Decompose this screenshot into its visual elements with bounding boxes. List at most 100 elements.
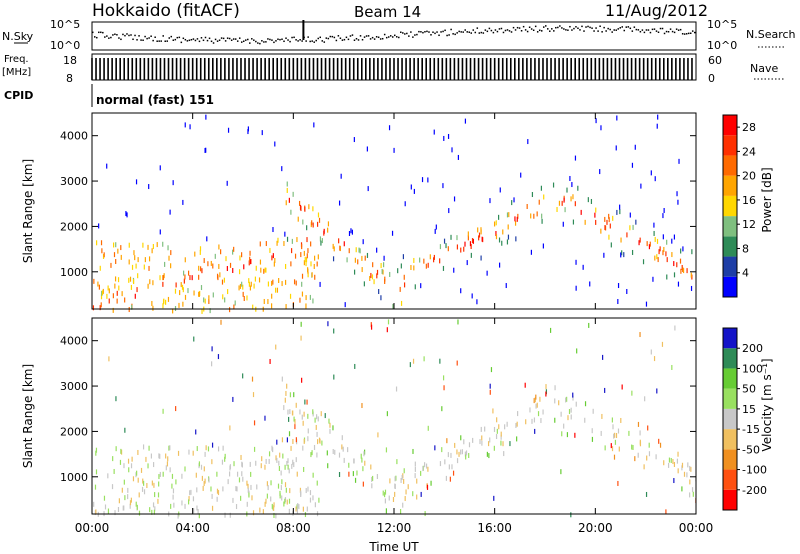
noise-point (138, 35, 140, 37)
noise-point (333, 36, 336, 39)
rti-cell (549, 327, 552, 333)
rti-cell (301, 377, 303, 383)
noise-tick-low: 10^0 (50, 39, 80, 52)
rti-cell (333, 374, 335, 380)
rti-cell (129, 500, 132, 506)
noise-point (305, 40, 307, 42)
rti-cell (631, 444, 633, 450)
noise-point (567, 29, 569, 31)
colorbar-tick-label: 8 (742, 242, 749, 255)
rti-cell (284, 497, 287, 503)
rti-cell (690, 272, 692, 278)
rti-cell (460, 288, 462, 294)
rti-cell (307, 413, 309, 419)
rti-cell (504, 424, 506, 430)
noise-point (410, 31, 412, 33)
rti-cell (430, 480, 432, 486)
rti-cell (288, 431, 291, 437)
rti-cell (498, 424, 500, 430)
rti-cell (300, 321, 302, 327)
rti-cell (280, 470, 282, 476)
rti-cell (681, 486, 683, 492)
rti-cell (498, 262, 501, 268)
rti-cell (247, 483, 249, 489)
rti-cell (589, 281, 591, 287)
rti-cell (382, 262, 385, 268)
rti-cell (450, 234, 452, 240)
rti-cell (500, 431, 502, 437)
rti-cell (267, 485, 269, 491)
rti-cell (299, 409, 301, 415)
rti-cell (291, 463, 293, 469)
rti-cell (314, 417, 316, 423)
rti-cell (478, 232, 481, 238)
rti-cell (358, 247, 360, 253)
nsky-label: N.Sky (2, 30, 34, 43)
rti-cell (402, 254, 404, 260)
rti-cell (426, 484, 429, 490)
rti-cell (600, 125, 602, 131)
noise-point (538, 29, 541, 32)
rti-cell (503, 451, 505, 457)
rti-cell (394, 483, 396, 489)
rti-cell (232, 267, 234, 273)
y-tick-label: 2000 (60, 425, 88, 438)
rti-cell (658, 249, 660, 255)
rti-cell (264, 267, 266, 273)
noise-point (486, 30, 489, 33)
rti-cell (413, 257, 415, 263)
rti-cell (376, 273, 378, 279)
noise-point (484, 29, 487, 31)
rti-cell (427, 425, 429, 431)
rti-cell (268, 458, 270, 464)
rti-cell (541, 213, 543, 219)
noise-point (265, 41, 267, 43)
rti-cell (631, 390, 633, 396)
noise-point (120, 38, 122, 41)
noise-point (249, 42, 251, 44)
noise-point (458, 30, 460, 33)
rti-cell (249, 256, 251, 262)
rti-cell (205, 114, 207, 120)
rti-cell (307, 248, 309, 254)
rti-cell (562, 221, 564, 227)
rti-cell (392, 303, 394, 309)
rti-cell (575, 401, 577, 407)
rti-cell (393, 147, 395, 153)
noise-point (154, 36, 156, 38)
noise-point (325, 37, 328, 39)
rti-cell (478, 235, 480, 241)
rti-cell (570, 407, 572, 413)
rti-cell (674, 325, 676, 331)
rti-cell (410, 265, 412, 271)
noise-point (434, 32, 436, 35)
rti-cell (386, 411, 388, 417)
rti-cell (486, 451, 488, 457)
colorbar-tick-label: -50 (742, 443, 760, 456)
y-tick-label: 1000 (60, 471, 88, 484)
rti-cell (180, 282, 182, 288)
rti-cell (281, 495, 283, 501)
rti-cell (662, 234, 664, 240)
rti-cell (252, 510, 255, 516)
rti-cell (517, 213, 519, 219)
rti-cell (169, 467, 171, 473)
rti-cell (314, 274, 316, 280)
colorbar-tick-label: 12 (742, 218, 756, 231)
rti-cell (690, 285, 693, 291)
rti-cell (282, 453, 284, 459)
rti-cell (281, 281, 283, 287)
rti-cell (169, 209, 171, 215)
rti-cell (194, 251, 196, 257)
rti-cell (516, 436, 518, 442)
rti-cell (256, 484, 258, 490)
rti-cell (127, 487, 129, 493)
rti-cell (148, 265, 150, 271)
rti-cell (666, 274, 668, 280)
rti-cell (246, 480, 248, 486)
rti-cell (189, 275, 191, 281)
rti-cell (140, 467, 143, 473)
rti-cell (305, 303, 307, 309)
rti-cell (233, 246, 235, 252)
